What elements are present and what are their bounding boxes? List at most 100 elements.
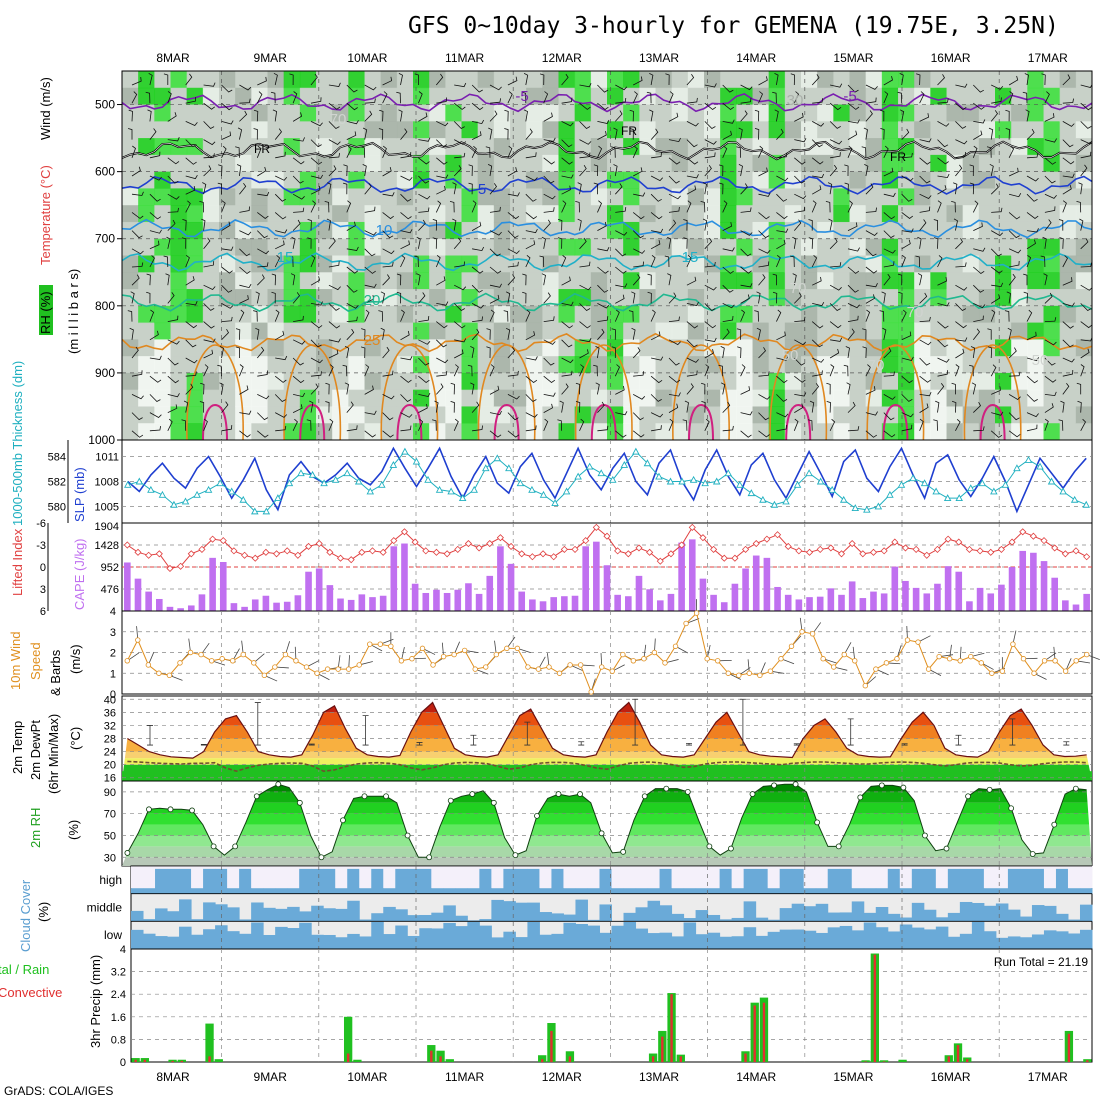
humidity-cell: [510, 205, 527, 223]
upper-wind-barb: [346, 102, 358, 111]
upper-wind-barb: [203, 338, 216, 343]
humidity-cell: [122, 406, 139, 424]
upper-wind-barb: [380, 327, 385, 340]
upper-wind-barb: [309, 400, 314, 413]
humidity-cell: [1011, 205, 1028, 223]
wind-speed-point: [746, 670, 753, 676]
upper-wind-barb: [969, 364, 974, 377]
temperature-minmax-whisker: [470, 734, 477, 746]
lifted-index-point: [443, 550, 451, 558]
humidity-cell: [396, 255, 414, 273]
thickness-point: [851, 504, 860, 512]
humidity-cell: [413, 121, 430, 139]
upper-wind-barb: [794, 375, 806, 383]
cloud-cover-cell: [191, 888, 204, 894]
thickness-point: [124, 480, 132, 488]
upper-wind-barb: [1044, 157, 1057, 165]
humidity-cell: [138, 356, 155, 374]
humidity-cell: [865, 305, 883, 324]
upper-wind-barb: [522, 291, 527, 304]
thickness-point: [966, 484, 975, 492]
precip-convective-bar: [744, 1053, 747, 1062]
wind-speed-axis-label: 10m Wind: [8, 631, 23, 690]
humidity-cell: [138, 372, 155, 391]
upper-wind-barb: [235, 146, 240, 158]
humidity-cell: [930, 154, 948, 173]
lifted-index-point: [869, 548, 878, 556]
lifted-index-point: [507, 542, 515, 551]
upper-wind-barb: [1080, 348, 1090, 359]
upper-wind-barb: [561, 357, 574, 364]
upper-wind-barb: [776, 228, 789, 233]
humidity-cell: [962, 322, 980, 340]
wind-speed-point: [451, 651, 457, 658]
humidity-cell: [186, 406, 204, 424]
upper-wind-barb: [219, 346, 224, 359]
run-total-annotation: Run Total = 21.19: [994, 955, 1089, 969]
cloud-clear-cell: [875, 866, 889, 889]
humidity-cell: [251, 71, 269, 89]
cloud-clear-cell: [335, 866, 348, 889]
humidity-cell: [364, 154, 382, 173]
upper-wind-barb: [615, 385, 625, 395]
humidity-cell: [946, 205, 964, 223]
humidity-cell: [623, 188, 640, 206]
cloud-clear-cell: [743, 866, 757, 869]
upper-wind-barb: [972, 145, 978, 158]
cloud-cover-cell: [647, 900, 661, 922]
cloud-clear-cell: [647, 866, 661, 889]
humidity-cell: [299, 154, 317, 173]
humidity-cell: [202, 372, 220, 391]
humidity-cell: [364, 71, 382, 89]
upper-wind-barb: [615, 248, 627, 257]
humidity-cell: [316, 104, 333, 122]
humidity-cell: [784, 305, 802, 324]
humidity-cell: [186, 289, 204, 307]
upper-wind-barb: [615, 430, 627, 438]
upper-wind-barb: [1062, 369, 1074, 377]
humidity-cell: [154, 272, 172, 290]
upper-wind-barb: [343, 164, 348, 177]
humidity-cell: [930, 305, 948, 324]
upper-wind-barb: [1023, 273, 1028, 286]
humidity-cell: [251, 188, 269, 206]
lifted-index-point: [1008, 538, 1016, 546]
upper-wind-barb: [217, 364, 222, 377]
humidity-cell: [720, 154, 737, 173]
upper-wind-barb: [364, 430, 376, 438]
upper-wind-barb: [418, 316, 430, 322]
humidity-cell: [202, 255, 220, 273]
upper-wind-barb: [239, 283, 252, 289]
upper-wind-barb: [360, 146, 366, 158]
humidity-cell: [817, 372, 834, 391]
humidity-cell: [590, 205, 608, 223]
humidity-cell: [251, 423, 269, 440]
lifted-index-point: [1072, 547, 1080, 555]
humidity-cell: [1075, 289, 1092, 307]
upper-wind-barb: [382, 76, 393, 86]
humidity-cell: [801, 87, 818, 106]
temperature-tick-label: 28: [104, 734, 116, 746]
upper-wind-barb: [1044, 391, 1057, 397]
humidity-cell: [364, 205, 382, 223]
cloud-cover-cell: [551, 933, 564, 949]
lifted-index-point: [848, 539, 856, 548]
precip-tick-label: 0.8: [111, 1034, 126, 1046]
wind-speed-point: [883, 660, 890, 666]
temperature-minmax-whisker: [1063, 741, 1070, 746]
humidity-cell: [946, 406, 964, 424]
upper-wind-barb: [525, 331, 536, 341]
cloud-cover-cell: [1043, 888, 1057, 894]
humidity-cell: [445, 305, 463, 324]
humidity-cell: [914, 188, 931, 206]
cape-tick-label: 476: [101, 584, 119, 596]
lifted-index-point: [241, 551, 249, 559]
humidity-cell: [671, 221, 689, 240]
cloud-clear-cell: [671, 866, 685, 889]
upper-wind-barb: [561, 200, 567, 213]
humidity-cell: [219, 272, 236, 290]
humidity-cell: [348, 221, 366, 240]
humidity-cell: [768, 255, 786, 273]
upper-wind-barb: [650, 331, 661, 341]
wind-speed-point: [166, 672, 173, 679]
